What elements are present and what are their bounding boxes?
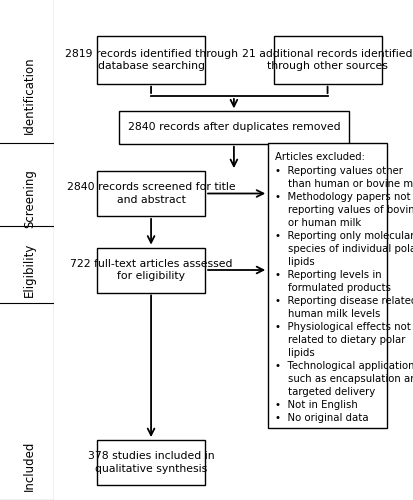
- Text: Eligibility: Eligibility: [23, 243, 36, 297]
- Text: Articles excluded:
•  Reporting values other
    than human or bovine milk
•  Me: Articles excluded: • Reporting values ot…: [275, 152, 413, 424]
- Text: 21 additional records identified
through other sources: 21 additional records identified through…: [242, 48, 412, 72]
- FancyBboxPatch shape: [268, 142, 386, 428]
- FancyBboxPatch shape: [97, 440, 204, 485]
- Text: Screening: Screening: [23, 170, 36, 228]
- FancyBboxPatch shape: [119, 111, 348, 144]
- FancyBboxPatch shape: [273, 36, 381, 84]
- Text: 378 studies included in
qualitative synthesis: 378 studies included in qualitative synt…: [88, 451, 214, 474]
- Text: 2840 records after duplicates removed: 2840 records after duplicates removed: [127, 122, 339, 132]
- Text: 2840 records screened for title
and abstract: 2840 records screened for title and abst…: [66, 182, 235, 205]
- Text: Included: Included: [23, 441, 36, 491]
- FancyBboxPatch shape: [97, 171, 204, 216]
- FancyBboxPatch shape: [97, 36, 204, 84]
- FancyBboxPatch shape: [97, 248, 204, 292]
- Text: 2819 records identified through
database searching: 2819 records identified through database…: [64, 48, 237, 72]
- Text: Identification: Identification: [23, 56, 36, 134]
- Text: 722 full-text articles assessed
for eligibility: 722 full-text articles assessed for elig…: [70, 258, 232, 281]
